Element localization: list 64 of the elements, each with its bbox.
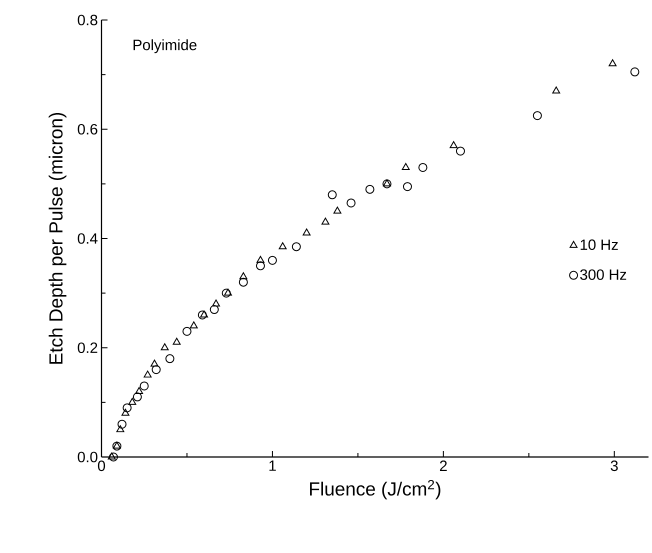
point: [112, 442, 121, 449]
y-axis-title: Etch Depth per Pulse (micron): [48, 112, 66, 364]
point: [152, 365, 161, 374]
annotation: Polyimide: [134, 39, 196, 54]
point: [321, 218, 330, 225]
point: [190, 321, 198, 328]
point: [256, 261, 265, 270]
point: [346, 198, 356, 208]
point: [172, 338, 181, 345]
point: [402, 162, 410, 170]
point: [210, 305, 219, 314]
point: [278, 242, 287, 250]
point: [108, 452, 116, 460]
point: [122, 403, 132, 412]
point: [450, 141, 458, 148]
point: [108, 452, 118, 462]
point: [365, 184, 374, 194]
point: [456, 146, 465, 156]
legend-label: 10 Hz: [580, 239, 618, 250]
point: [140, 381, 149, 390]
x-tick-label: 0: [98, 460, 106, 472]
point: [268, 256, 277, 265]
point: [333, 206, 342, 214]
y-tick-label: 0.4: [78, 233, 98, 244]
point: [302, 228, 311, 236]
x-axis-title: Fluence (J/cm$^{2}$): [310, 480, 440, 500]
x-tick-label: 3: [610, 460, 618, 472]
point: [116, 425, 124, 432]
point: [132, 392, 142, 402]
y-tick-label: 0.2: [78, 342, 98, 354]
point: [238, 278, 248, 287]
point: [118, 420, 127, 429]
point: [144, 370, 152, 378]
point: [402, 182, 412, 192]
point: [198, 310, 207, 320]
point: [160, 343, 169, 350]
point: [135, 386, 144, 394]
point: [112, 442, 122, 451]
y-tick-label: 0.6: [78, 124, 98, 135]
point: [328, 190, 337, 200]
point: [212, 300, 220, 307]
point: [224, 288, 232, 296]
point: [165, 354, 174, 364]
point: [552, 86, 560, 94]
point: [382, 179, 392, 188]
point: [200, 310, 208, 318]
point: [608, 59, 617, 66]
point: [630, 67, 640, 76]
point: [532, 111, 542, 120]
point: [418, 162, 428, 172]
point: [256, 256, 264, 263]
point: [222, 288, 231, 298]
legend-label: 300 Hz: [580, 269, 626, 280]
x-tick-label: 1: [269, 460, 276, 471]
point: [128, 398, 136, 405]
point: [383, 179, 391, 186]
point: [182, 326, 192, 336]
point: [150, 360, 158, 367]
y-tick-label: 0.8: [78, 14, 98, 26]
point: [292, 242, 301, 252]
point: [239, 272, 248, 280]
point: [121, 408, 130, 416]
x-tick-label: 2: [440, 460, 447, 471]
y-tick-label: 0.0: [78, 452, 98, 462]
